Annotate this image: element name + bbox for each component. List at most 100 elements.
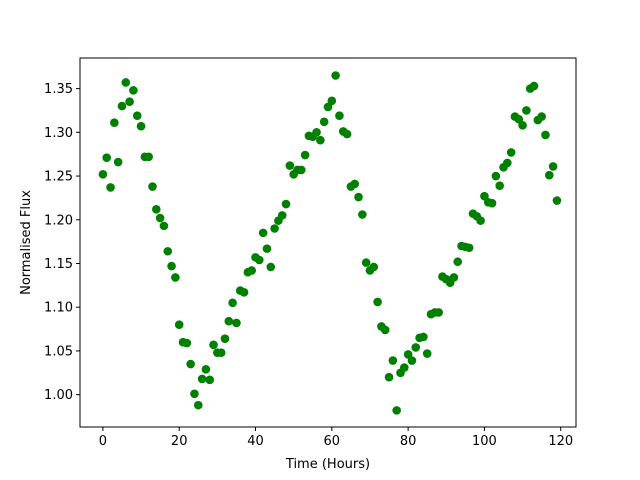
x-axis-label: Time (Hours) [285, 457, 370, 472]
y-tick-label: 1.30 [44, 126, 73, 141]
data-point [193, 400, 203, 410]
data-point [197, 374, 207, 384]
data-point [258, 228, 268, 238]
data-point [434, 308, 443, 317]
data-point [205, 375, 215, 385]
data-point [453, 257, 463, 267]
data-point [190, 389, 199, 399]
x-tick-label: 60 [324, 434, 341, 449]
data-point [476, 216, 485, 225]
data-point [163, 246, 173, 256]
data-point [247, 266, 256, 275]
data-point [514, 114, 524, 124]
data-point [518, 121, 527, 130]
data-point [392, 406, 401, 415]
data-point [281, 199, 291, 209]
x-tick-label: 20 [171, 434, 188, 449]
data-point [98, 169, 108, 179]
data-point [537, 112, 546, 121]
data-point [312, 128, 321, 137]
data-point [266, 262, 276, 272]
y-tick-label: 1.05 [44, 344, 73, 359]
data-point [403, 350, 413, 359]
data-point [201, 364, 211, 374]
data-point [358, 210, 367, 219]
data-point [285, 161, 295, 170]
data-point [384, 372, 394, 382]
data-point [300, 150, 310, 160]
data-point [171, 273, 180, 282]
data-point [255, 255, 264, 265]
data-point [182, 338, 192, 348]
data-point [152, 204, 161, 214]
data-point [155, 213, 165, 223]
data-point [495, 181, 504, 190]
data-point [186, 359, 195, 369]
y-tick-label: 1.25 [44, 170, 73, 185]
data-point [464, 243, 474, 253]
data-point [388, 356, 398, 365]
data-point [216, 348, 226, 357]
data-point [167, 261, 176, 271]
data-points [98, 71, 562, 415]
data-point [380, 325, 390, 335]
data-point [113, 157, 123, 167]
data-point [350, 179, 360, 189]
x-tick-label: 0 [99, 434, 107, 449]
y-axis-ticks: 1.00 1.05 1.10 1.15 1.20 1.25 1.30 1.35 [44, 82, 80, 403]
x-tick-label: 100 [472, 434, 497, 449]
data-point [129, 86, 138, 95]
data-point [335, 111, 344, 121]
data-point [106, 183, 115, 192]
data-point [209, 340, 218, 350]
data-point [480, 191, 489, 201]
data-point [270, 224, 279, 233]
data-point [316, 135, 325, 145]
plot-frame [79, 57, 577, 428]
data-point [323, 102, 333, 112]
data-point [541, 130, 550, 140]
data-point [407, 356, 417, 365]
data-point [354, 192, 363, 202]
data-point [369, 262, 379, 272]
data-point [117, 101, 127, 111]
data-point [228, 298, 237, 308]
y-tick-label: 1.10 [44, 301, 73, 316]
data-point [132, 111, 142, 121]
y-tick-label: 1.35 [44, 82, 73, 97]
data-point [449, 273, 459, 282]
data-point [159, 221, 169, 231]
data-point [491, 171, 501, 181]
data-point [487, 198, 497, 208]
data-point [506, 148, 516, 157]
data-point [277, 211, 287, 220]
data-point [125, 97, 134, 107]
data-point [319, 117, 329, 127]
data-point [102, 153, 112, 162]
data-point [331, 71, 340, 80]
data-point [503, 158, 512, 168]
y-tick-label: 1.00 [44, 388, 73, 403]
data-point [148, 182, 157, 191]
data-point [544, 170, 554, 180]
data-point [232, 318, 241, 328]
y-tick-label: 1.15 [44, 257, 73, 272]
y-axis-label: Normalised Flux [19, 190, 34, 295]
data-point [529, 81, 539, 91]
data-point [361, 258, 371, 267]
data-point [419, 332, 428, 342]
x-tick-label: 120 [548, 434, 573, 449]
data-point [174, 320, 184, 329]
data-point [342, 129, 352, 139]
data-point [220, 334, 230, 343]
data-point [373, 297, 382, 307]
data-point [144, 152, 153, 162]
data-point [327, 96, 337, 106]
data-point [136, 121, 146, 131]
data-point [411, 343, 421, 352]
x-tick-label: 80 [400, 434, 417, 449]
data-point [548, 162, 558, 171]
x-axis-ticks: 0 20 40 60 80 100 120 [99, 427, 573, 449]
